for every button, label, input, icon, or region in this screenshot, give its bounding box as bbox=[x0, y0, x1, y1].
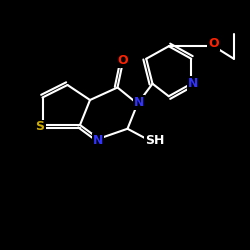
Text: N: N bbox=[93, 134, 104, 147]
Text: N: N bbox=[188, 77, 198, 90]
Text: O: O bbox=[117, 54, 128, 67]
Text: S: S bbox=[36, 120, 44, 134]
Text: N: N bbox=[134, 96, 144, 109]
Text: O: O bbox=[208, 37, 219, 50]
Text: SH: SH bbox=[145, 134, 165, 147]
